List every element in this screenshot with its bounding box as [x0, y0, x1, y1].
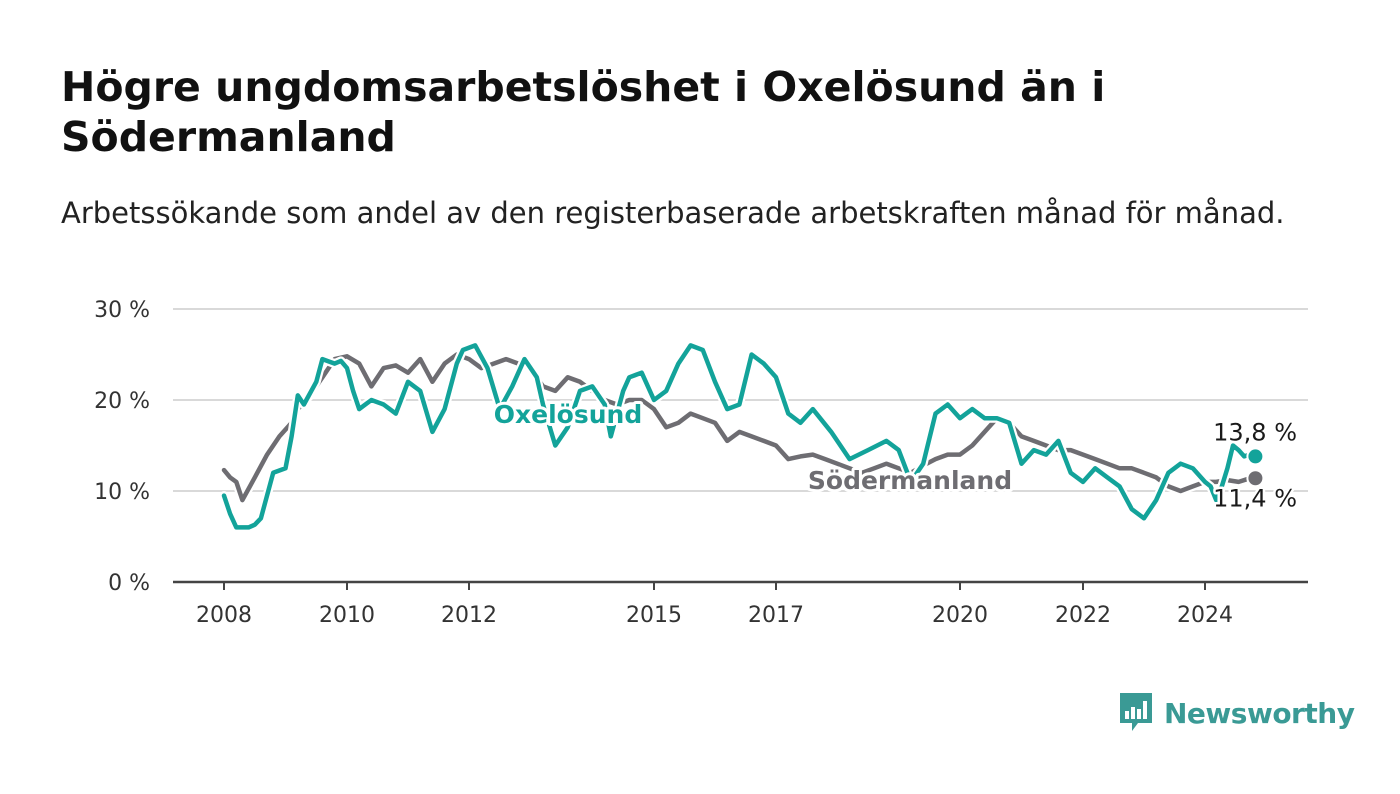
- end-point-södermanland: [1246, 469, 1265, 488]
- series-label-halo: Oxelösund: [494, 400, 642, 429]
- x-tick-label: 2020: [932, 603, 988, 628]
- y-tick-label: 30 %: [94, 298, 150, 323]
- end-label-södermanland: 11,4 %: [1213, 484, 1297, 512]
- newsworthy-logo-icon: [1120, 693, 1152, 731]
- brand-name: Newsworthy: [1164, 696, 1355, 730]
- x-tick-label: 2010: [319, 603, 375, 628]
- series-line-oxelösund: [221, 343, 1258, 530]
- series-label-oxelösund: Oxelösund: [494, 400, 642, 429]
- end-label-halo: 11,4 %: [1213, 484, 1297, 512]
- end-label-halo: 13,8 %: [1213, 418, 1297, 446]
- x-tick-label: 2008: [196, 603, 252, 628]
- series-label-södermanland: Södermanland: [808, 466, 1012, 495]
- series-lines: [219, 340, 1260, 532]
- newsworthy-logo[interactable]: Newsworthy: [1118, 690, 1355, 736]
- grid-lines: [173, 308, 1308, 584]
- chart-subtitle: Arbetssökande som andel av den registerb…: [61, 196, 1285, 230]
- x-axis-ticks: 2008 2010 2012 2015 2017 2020 2022 2024: [196, 582, 1233, 628]
- x-tick-label: 2022: [1055, 603, 1111, 628]
- y-tick-label: 20 %: [94, 389, 150, 414]
- series-labels: OxelösundOxelösundSödermanlandSödermanla…: [491, 397, 1300, 515]
- end-label-oxelösund: 13,8 %: [1213, 418, 1297, 446]
- x-tick-label: 2017: [748, 603, 804, 628]
- x-tick-label: 2015: [626, 603, 682, 628]
- chart-title: Högre ungdomsarbetslöshet i Oxelösund än…: [61, 63, 1106, 161]
- series-line-södermanland: [221, 352, 1258, 503]
- x-tick-label: 2024: [1177, 603, 1233, 628]
- y-tick-label: 0 %: [108, 571, 150, 596]
- y-tick-label: 10 %: [94, 480, 150, 505]
- x-tick-label: 2012: [441, 603, 497, 628]
- series-label-halo: Södermanland: [808, 466, 1012, 495]
- end-point-oxelösund: [1246, 447, 1265, 466]
- y-axis-ticks: 0 % 10 % 20 % 30 %: [94, 298, 150, 596]
